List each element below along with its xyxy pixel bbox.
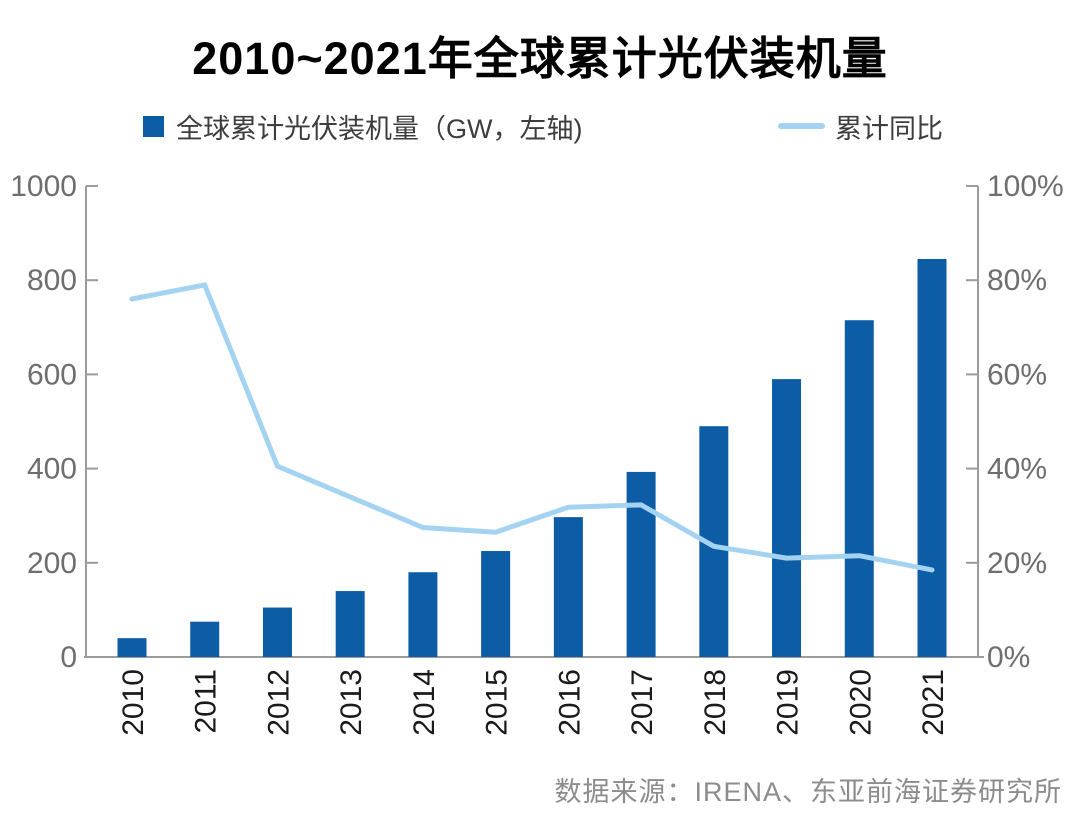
bar-2016 — [553, 517, 583, 657]
left-axis-tick-label: 200 — [27, 547, 77, 580]
bar-2021 — [917, 259, 947, 657]
x-axis-year-label: 2018 — [699, 669, 732, 736]
left-axis-tick-label: 1000 — [10, 170, 77, 203]
x-axis-year-label: 2017 — [626, 669, 659, 736]
right-axis-tick-label: 60% — [987, 358, 1047, 391]
right-axis-tick-label: 100% — [987, 170, 1064, 203]
right-axis-tick-label: 0% — [987, 641, 1030, 674]
bar-2017 — [626, 471, 656, 657]
bar-series-swatch-icon — [143, 115, 164, 137]
bar-2011 — [190, 621, 220, 657]
bar-series-label: 全球累计光伏装机量（GW，左轴) — [176, 113, 583, 144]
bar-2019 — [772, 379, 802, 657]
line-series-label: 累计同比 — [835, 113, 943, 144]
legend-item-yoy: 累计同比 — [778, 110, 943, 144]
chart-title: 2010~2021年全球累计光伏装机量 — [192, 33, 888, 84]
line-series-swatch-icon — [778, 123, 825, 129]
left-axis-tick-label: 400 — [27, 453, 77, 486]
bar-2014 — [408, 572, 438, 657]
x-axis-year-label: 2021 — [917, 669, 950, 736]
yoy-growth-line — [129, 282, 935, 573]
x-axis-year-label: 2012 — [262, 669, 295, 736]
bar-2015 — [481, 551, 511, 657]
bar-2020 — [844, 320, 874, 657]
right-axis-tick-label: 20% — [987, 547, 1047, 580]
x-axis-year-label: 2014 — [408, 669, 441, 736]
bar-2010 — [117, 638, 147, 657]
bar-2013 — [335, 591, 365, 657]
x-axis-year-label: 2016 — [553, 669, 586, 736]
x-axis-year-label: 2019 — [772, 669, 805, 736]
left-axis-tick-label: 600 — [27, 358, 77, 391]
x-axis-year-label: 2015 — [481, 669, 514, 736]
data-source-note: 数据来源：IRENA、东亚前海证券研究所 — [554, 777, 1062, 807]
left-axis-tick-label: 0 — [60, 641, 77, 674]
x-axis-year-label: 2020 — [844, 669, 877, 736]
right-axis-tick-label: 40% — [987, 453, 1047, 486]
left-axis-tick-label: 800 — [27, 264, 77, 297]
right-axis-tick-label: 80% — [987, 264, 1047, 297]
x-axis-year-label: 2013 — [335, 669, 368, 736]
x-axis-year-label: 2011 — [190, 669, 223, 734]
legend-item-cumulative-capacity: 全球累计光伏装机量（GW，左轴) — [143, 110, 582, 144]
bar-2012 — [262, 607, 292, 657]
x-axis-year-label: 2010 — [117, 669, 150, 736]
